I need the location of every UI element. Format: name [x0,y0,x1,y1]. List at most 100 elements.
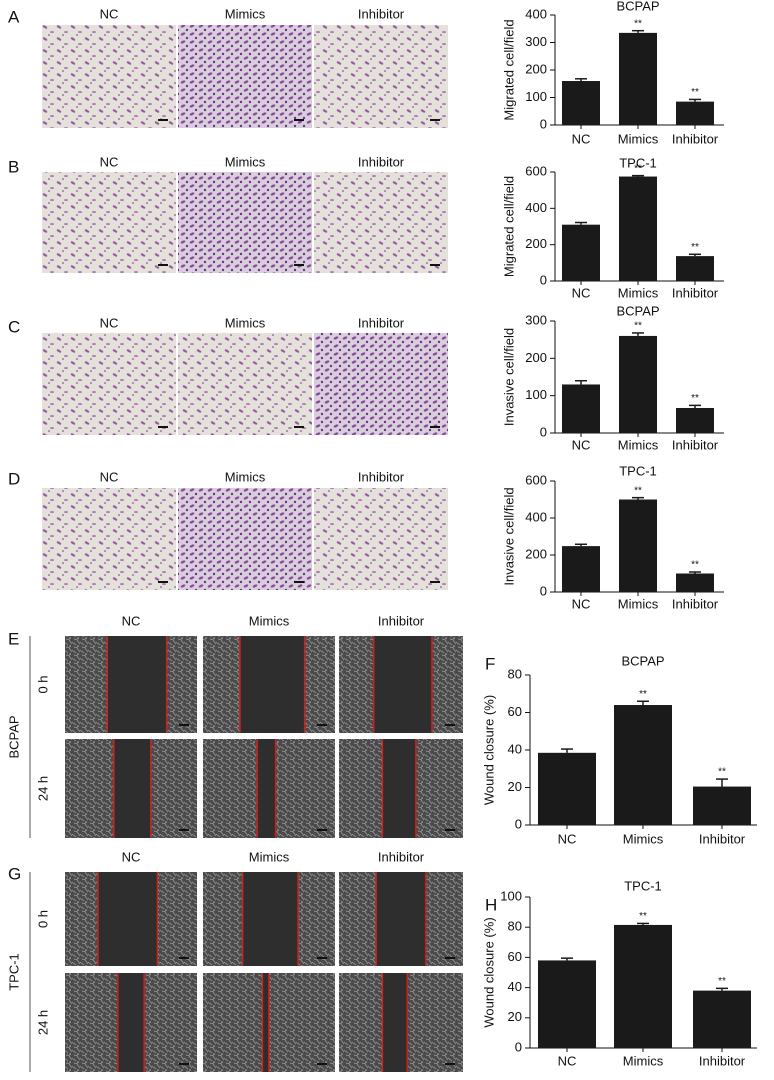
row-label: 0 h [35,910,50,928]
column-label: Mimics [225,6,266,21]
x-tick-label: NC [558,1053,577,1068]
bar [619,499,657,592]
panel-letter: B [8,157,19,176]
column-label: NC [100,6,119,21]
significance-label: ** [639,911,647,922]
y-tick-label: 200 [525,236,547,251]
column-label: Mimics [249,613,290,628]
column-label: Inhibitor [358,154,405,169]
y-axis-label: Invasive cell/field [501,487,516,585]
y-tick-label: 20 [508,779,522,794]
y-tick-label: 0 [540,424,547,439]
wound-gap [239,636,305,733]
bar [619,335,657,433]
column-label: Inhibitor [378,613,425,628]
y-tick-label: 60 [508,949,522,964]
column-label: NC [100,469,119,484]
bar [562,384,600,433]
x-tick-label: Inhibitor [672,131,719,146]
chart-title: BCPAP [616,303,659,318]
y-tick-label: 100 [525,387,547,402]
significance-label: ** [691,560,699,571]
y-tick-label: 400 [525,509,547,524]
micrograph [314,488,448,590]
column-label: Mimics [225,469,266,484]
micrograph [42,488,176,590]
panel-letter: H [485,895,497,914]
x-tick-label: Inhibitor [699,1053,746,1068]
y-tick-label: 200 [525,546,547,561]
row-label: 24 h [35,776,50,801]
cell-line-label: BCPAP [6,715,21,758]
y-tick-label: 0 [540,583,547,598]
row-label: 0 h [35,675,50,693]
wound-gap [117,973,145,1072]
micrograph [178,488,312,590]
y-tick-label: 40 [508,979,522,994]
significance-label: ** [639,689,647,700]
column-label: Mimics [225,154,266,169]
micrograph [178,25,312,128]
bar [619,176,657,281]
column-label: Inhibitor [358,315,405,330]
wound-gap [373,636,432,733]
bar [538,752,596,825]
y-tick-label: 0 [515,816,522,831]
significance-label: ** [691,87,699,98]
y-tick-label: 200 [525,61,547,76]
x-tick-label: Mimics [618,437,659,452]
panel-letter: D [8,469,20,488]
significance-label: ** [718,767,726,778]
row-label: 24 h [35,1010,50,1035]
bar [676,101,714,125]
chart-title: BCPAP [616,0,659,13]
x-tick-label: Inhibitor [672,285,719,300]
x-tick-label: NC [558,831,577,846]
bar [562,546,600,592]
y-tick-label: 60 [508,704,522,719]
y-tick-label: 600 [525,472,547,487]
x-tick-label: Mimics [623,1053,664,1068]
y-tick-label: 0 [540,116,547,131]
wound-gap [257,739,276,838]
x-tick-label: Inhibitor [699,831,746,846]
chart-title: TPC-1 [619,463,657,478]
wound-gap [262,973,269,1072]
micrograph [42,172,176,273]
bar [614,924,672,1048]
panel-letter: F [485,654,495,673]
significance-label: ** [634,18,642,29]
chart-title: TPC-1 [619,155,657,170]
bar [693,786,751,825]
y-tick-label: 400 [525,200,547,215]
column-label: Inhibitor [358,469,405,484]
y-tick-label: 300 [525,34,547,49]
y-tick-label: 80 [508,666,522,681]
x-tick-label: NC [572,285,591,300]
column-label: Mimics [225,315,266,330]
panel-letter: C [8,317,20,336]
x-tick-label: Inhibitor [672,437,719,452]
wound-gap [113,739,151,838]
wound-gap [382,973,408,1072]
bar [693,990,751,1048]
cell-line-label: TPC-1 [6,953,21,991]
y-tick-label: 0 [540,272,547,287]
panel-letter: E [8,629,19,648]
significance-label: ** [718,976,726,987]
wound-gap [382,739,416,838]
y-axis-label: Invasive cell/field [501,328,516,426]
micrograph [178,172,312,273]
micrograph [314,172,448,273]
significance-label: ** [634,485,642,496]
x-tick-label: NC [572,596,591,611]
bar [619,32,657,125]
significance-label: ** [634,163,642,174]
x-tick-label: Mimics [623,831,664,846]
micrograph [314,25,448,128]
x-tick-label: Mimics [618,131,659,146]
y-tick-label: 40 [508,741,522,756]
wound-gap [98,872,158,966]
